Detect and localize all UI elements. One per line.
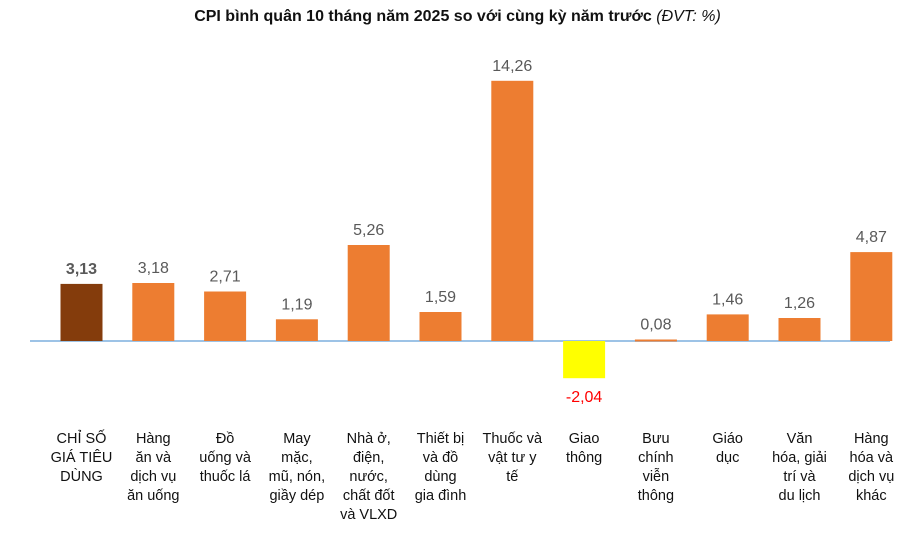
data-label: 14,26 xyxy=(492,58,532,75)
category-label: Nhà ở, điện, nước, chất đốt và VLXD xyxy=(340,431,398,523)
category-label: Giáo dục xyxy=(712,431,743,466)
data-label: 1,19 xyxy=(281,296,312,313)
data-label: 4,87 xyxy=(856,229,887,246)
chart-unit-label: (ĐVT: %) xyxy=(656,8,721,25)
category-label: Đồ uống và thuốc lá xyxy=(199,431,251,485)
category-label: Hàng ăn và dịch vụ ăn uống xyxy=(127,431,180,504)
bar xyxy=(850,252,893,341)
chart-title-main: CPI bình quân 10 tháng năm 2025 so với c… xyxy=(194,8,652,25)
category-label: May mặc, mũ, nón, giầy dép xyxy=(268,431,326,504)
data-label: 2,71 xyxy=(210,269,241,286)
bar xyxy=(563,341,606,379)
bar xyxy=(347,245,390,341)
bar xyxy=(60,283,103,341)
data-label: 1,26 xyxy=(784,295,815,312)
category-label: Giao thông xyxy=(565,431,603,466)
bar xyxy=(778,318,821,341)
data-label: 0,08 xyxy=(640,317,671,334)
category-label: Bưu chính viễn thông xyxy=(637,431,675,504)
category-label: Thuốc và vật tư y tế xyxy=(482,431,543,485)
category-label: Hàng hóa và dịch vụ khác xyxy=(848,431,895,504)
bar xyxy=(275,319,318,341)
data-label: 1,59 xyxy=(425,289,456,306)
category-label: Thiết bị và đồ dùng gia đình xyxy=(414,431,467,504)
data-label: 3,18 xyxy=(138,260,169,277)
bar xyxy=(132,283,175,341)
data-label: 5,26 xyxy=(353,222,384,239)
data-label: 3,13 xyxy=(66,261,97,278)
bar xyxy=(706,314,749,341)
chart-title: CPI bình quân 10 tháng năm 2025 so với c… xyxy=(0,8,915,26)
bar xyxy=(491,80,534,342)
data-label: 1,46 xyxy=(712,291,743,308)
bar xyxy=(419,312,462,341)
bar xyxy=(634,339,677,342)
bar xyxy=(204,291,247,341)
data-label: -2,04 xyxy=(566,389,603,406)
category-label: CHỈ SỐ GIÁ TIÊU DÙNG xyxy=(50,431,113,485)
category-label: Văn hóa, giải trí và du lịch xyxy=(772,431,827,504)
